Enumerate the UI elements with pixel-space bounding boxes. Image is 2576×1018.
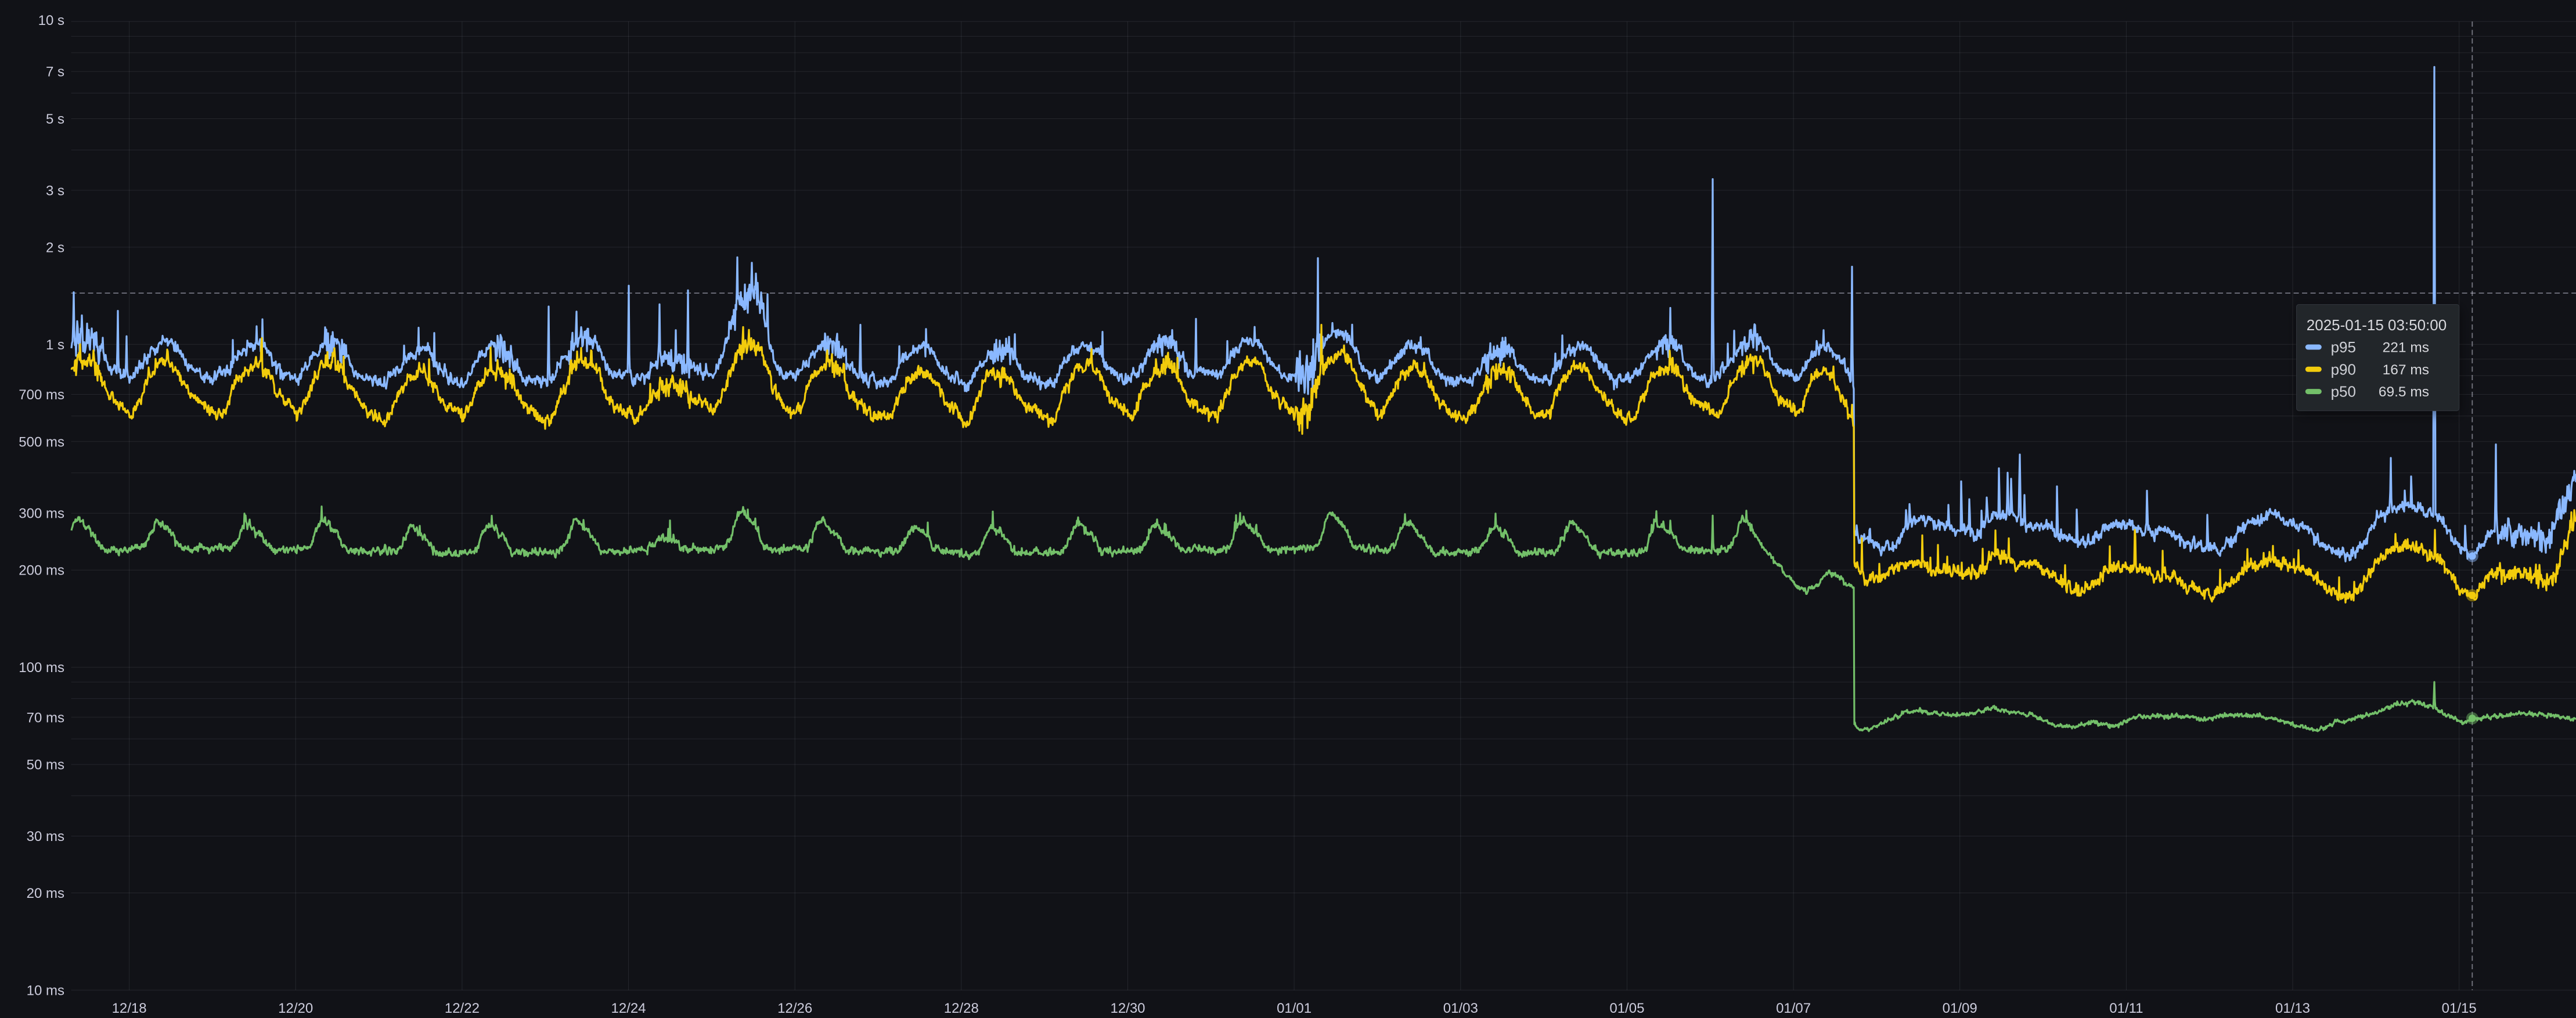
svg-text:12/18: 12/18: [112, 1001, 147, 1016]
svg-text:221 ms: 221 ms: [2383, 340, 2429, 356]
svg-text:1 s: 1 s: [46, 337, 64, 353]
svg-text:3 s: 3 s: [46, 183, 64, 198]
svg-text:01/05: 01/05: [1609, 1001, 1644, 1016]
svg-text:p50: p50: [2331, 383, 2356, 400]
svg-text:01/11: 01/11: [2109, 1001, 2143, 1016]
svg-text:10 ms: 10 ms: [27, 983, 64, 999]
svg-text:20 ms: 20 ms: [27, 886, 64, 901]
svg-text:167 ms: 167 ms: [2383, 362, 2429, 378]
svg-text:12/22: 12/22: [445, 1001, 480, 1016]
svg-text:12/24: 12/24: [611, 1001, 646, 1016]
svg-text:01/03: 01/03: [1443, 1001, 1478, 1016]
svg-text:10 s: 10 s: [38, 13, 64, 28]
svg-text:01/15: 01/15: [2442, 1001, 2477, 1016]
svg-text:2 s: 2 s: [46, 240, 64, 255]
svg-text:01/09: 01/09: [1943, 1001, 1977, 1016]
svg-text:p95: p95: [2331, 338, 2356, 356]
svg-text:2025-01-15 03:50:00: 2025-01-15 03:50:00: [2307, 316, 2447, 334]
svg-text:7 s: 7 s: [46, 64, 64, 80]
svg-text:700 ms: 700 ms: [19, 387, 64, 403]
svg-text:50 ms: 50 ms: [27, 757, 64, 773]
svg-text:5 s: 5 s: [46, 111, 64, 127]
svg-text:70 ms: 70 ms: [27, 710, 64, 725]
svg-text:01/13: 01/13: [2275, 1001, 2310, 1016]
svg-text:69.5 ms: 69.5 ms: [2379, 384, 2429, 400]
svg-text:12/28: 12/28: [944, 1001, 979, 1016]
svg-text:30 ms: 30 ms: [27, 829, 64, 844]
svg-text:12/30: 12/30: [1110, 1001, 1145, 1016]
svg-text:100 ms: 100 ms: [19, 660, 64, 676]
svg-text:200 ms: 200 ms: [19, 563, 64, 579]
svg-text:12/20: 12/20: [278, 1001, 313, 1016]
svg-text:12/26: 12/26: [777, 1001, 812, 1016]
svg-text:300 ms: 300 ms: [19, 506, 64, 522]
svg-text:p90: p90: [2331, 360, 2356, 378]
svg-text:500 ms: 500 ms: [19, 434, 64, 450]
svg-text:01/01: 01/01: [1277, 1001, 1312, 1016]
svg-text:01/07: 01/07: [1776, 1001, 1811, 1016]
